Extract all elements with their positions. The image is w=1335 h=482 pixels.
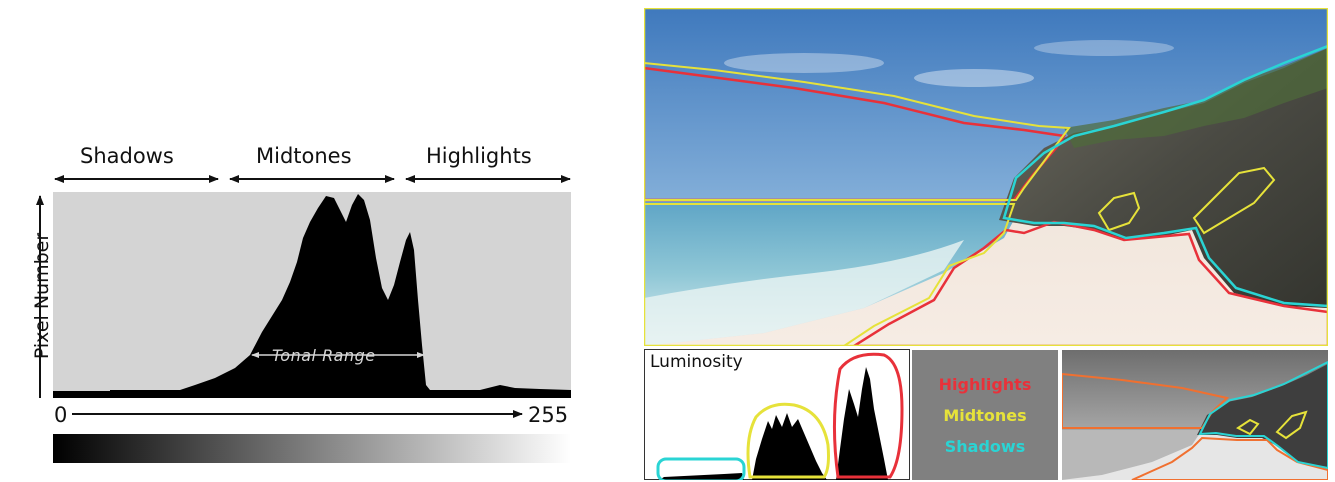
beach-photo bbox=[644, 8, 1328, 346]
zone-legend bbox=[912, 350, 1058, 480]
highlights-label: Highlights bbox=[426, 144, 532, 168]
y-axis-label: Pixel Number bbox=[31, 232, 53, 360]
midtones-label: Midtones bbox=[256, 144, 352, 168]
legend-midtones: Midtones bbox=[943, 406, 1027, 425]
luminosity-label: Luminosity bbox=[650, 352, 743, 372]
legend-shadows: Shadows bbox=[944, 437, 1026, 456]
x-axis-end-label: 255 bbox=[528, 403, 569, 427]
grayscale-thumbnail bbox=[1062, 350, 1328, 480]
tonal-range-label: Tonal Range bbox=[272, 346, 376, 365]
x-axis-start-label: 0 bbox=[54, 403, 68, 427]
shadows-label: Shadows bbox=[80, 144, 174, 168]
histogram-shape bbox=[53, 194, 571, 398]
tonal-gradient-bar bbox=[53, 434, 571, 463]
histogram-diagram bbox=[36, 175, 571, 418]
legend-highlights: Highlights bbox=[938, 375, 1032, 394]
luminosity-histogram-shape bbox=[656, 352, 904, 480]
